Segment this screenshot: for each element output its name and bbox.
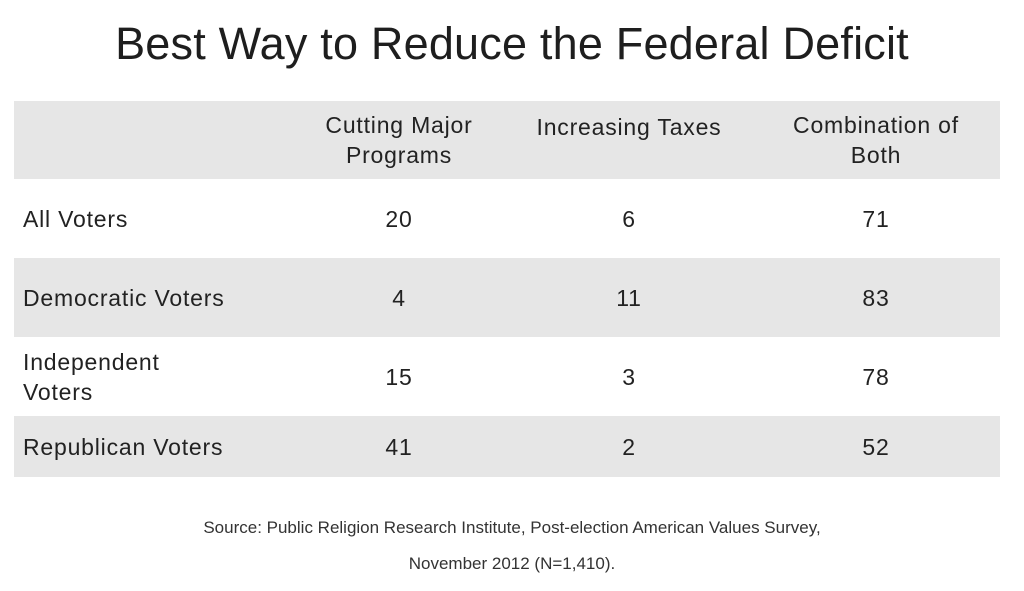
data-table: Cutting Major Programs Increasing Taxes … (14, 101, 1000, 477)
value-cell: 6 (622, 205, 636, 232)
table-row-republican-voters: Republican Voters 41 2 52 (14, 416, 1000, 477)
value-cell: 3 (622, 363, 636, 390)
column-header-line: Increasing Taxes (536, 113, 722, 140)
column-header-line: Programs (345, 142, 453, 168)
value-cell: 11 (616, 284, 642, 311)
chart-title: Best Way to Reduce the Federal Deficit (115, 18, 909, 69)
column-header-combination-of-both: Combination of Both (766, 110, 986, 170)
column-header-line: Both (850, 142, 902, 168)
value-cell: 4 (392, 284, 406, 311)
value-cell: 41 (385, 433, 413, 460)
value-cell: 2 (622, 433, 636, 460)
column-header-cutting-major-programs: Cutting Major Programs (284, 110, 514, 170)
table-row-all-voters: All Voters 20 6 71 (14, 179, 1000, 258)
value-cell: 78 (862, 363, 890, 390)
row-label-republican-voters: Republican Voters (14, 432, 284, 462)
table-row-democratic-voters: Democratic Voters 4 11 83 (14, 258, 1000, 337)
row-label-line: All Voters (23, 205, 129, 232)
row-label-line: Independent (23, 348, 160, 375)
column-header-increasing-taxes: Increasing Taxes (514, 112, 744, 142)
column-header-line: Cutting Major (325, 112, 473, 138)
row-label-all-voters: All Voters (14, 204, 284, 234)
row-label-line: Republican Voters (23, 433, 224, 460)
source-note: November 2012 (N=1,410). (408, 554, 616, 573)
value-cell: 71 (862, 205, 890, 232)
table-header-row: Cutting Major Programs Increasing Taxes … (14, 101, 1000, 179)
row-label-line: Democratic Voters (23, 284, 225, 311)
value-cell: 83 (862, 284, 890, 311)
column-header-line: Combination of (793, 112, 959, 138)
row-label-independent-voters: Independent Voters (14, 347, 284, 407)
row-label-democratic-voters: Democratic Voters (14, 283, 284, 313)
table-row-independent-voters: Independent Voters 15 3 78 (14, 337, 1000, 416)
value-cell: 52 (862, 433, 890, 460)
source-note: Source: Public Religion Research Institu… (203, 518, 821, 537)
value-cell: 15 (385, 363, 413, 390)
row-label-line: Voters (23, 378, 94, 405)
value-cell: 20 (385, 205, 413, 232)
